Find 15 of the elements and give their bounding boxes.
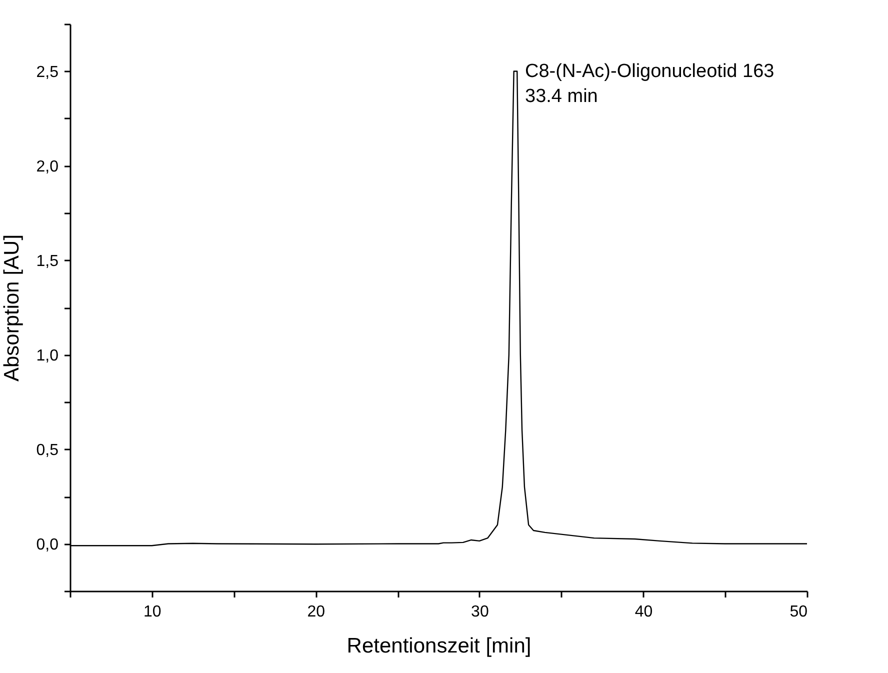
y-tick-label: 2,5 — [36, 64, 59, 81]
x-tick-label: 50 — [790, 604, 808, 620]
y-axis-title: Absorption [AU] — [0, 234, 24, 382]
y-tick-label: 1,0 — [36, 347, 59, 364]
y-tick-label: 0,0 — [36, 536, 59, 554]
annotation: C8-(N-Ac)-Oligonucleotid 163 — [525, 61, 774, 82]
x-axis-title: Retentionszeit [min] — [346, 634, 532, 658]
x-tick-label: 20 — [307, 604, 326, 620]
x-tick-label: 40 — [634, 604, 653, 620]
x-tick-label: 10 — [143, 604, 162, 620]
x-tick-label: 30 — [471, 604, 489, 620]
y-tick-label: 1,5 — [36, 252, 59, 270]
y-tick-label: 2,0 — [36, 158, 59, 176]
annotation: 33.4 min — [525, 86, 598, 107]
y-tick-label: 0,5 — [36, 442, 59, 459]
